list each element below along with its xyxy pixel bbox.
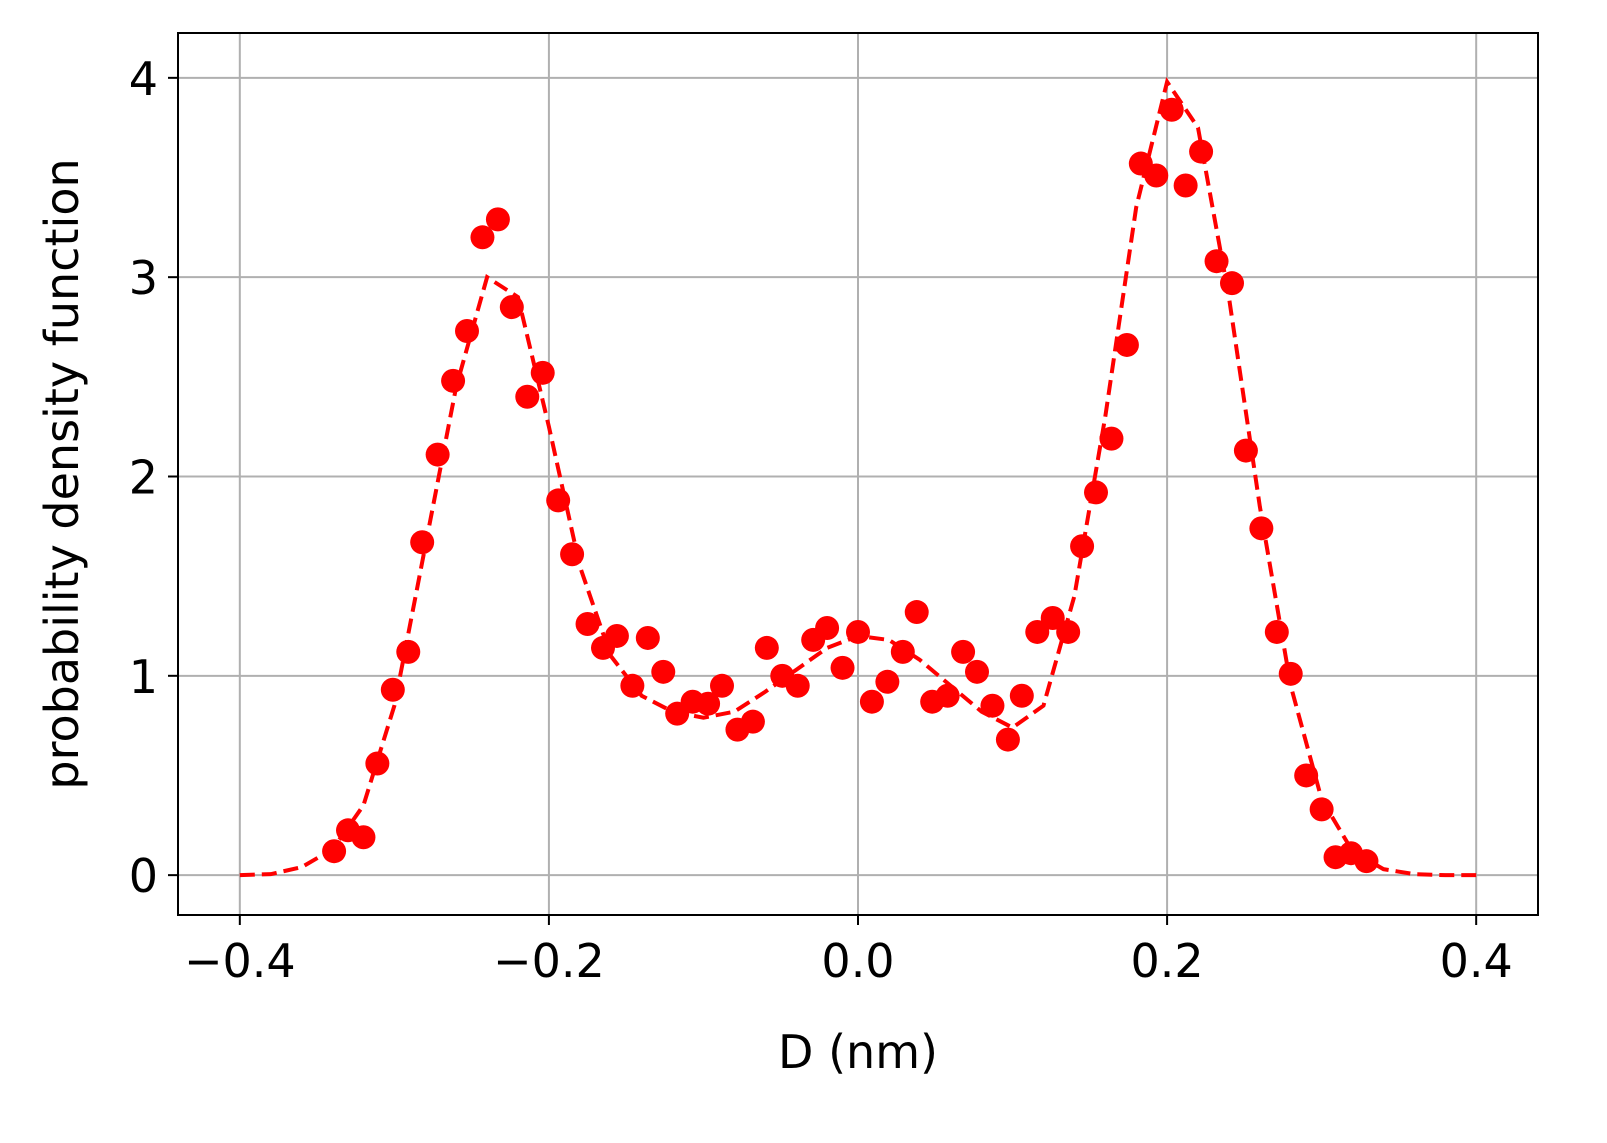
data-point — [859, 689, 884, 714]
data-point — [604, 623, 629, 648]
data-point — [322, 839, 347, 864]
data-point — [470, 225, 495, 250]
data-point — [935, 683, 960, 708]
y-tick-label: 1 — [129, 650, 158, 704]
data-point — [1159, 97, 1184, 122]
data-point — [1309, 797, 1334, 822]
data-point — [1189, 139, 1214, 164]
data-point — [575, 611, 600, 636]
data-point — [995, 727, 1020, 752]
data-point — [1354, 849, 1379, 874]
data-point — [696, 691, 721, 716]
data-point — [1173, 173, 1198, 198]
data-point — [1056, 619, 1081, 644]
data-point — [980, 693, 1005, 718]
y-tick-label: 0 — [129, 849, 158, 903]
data-point — [1084, 480, 1108, 505]
data-point — [1249, 516, 1274, 541]
data-point — [1294, 763, 1319, 788]
data-point — [740, 709, 765, 734]
data-point — [815, 615, 840, 640]
data-point — [530, 360, 555, 385]
data-point — [1114, 332, 1139, 357]
data-point — [441, 368, 466, 393]
data-point — [754, 635, 779, 660]
data-point — [875, 669, 900, 694]
data-point — [965, 659, 989, 684]
y-tick-label: 4 — [129, 52, 158, 106]
data-point — [785, 673, 810, 698]
data-point — [396, 639, 421, 664]
data-point — [1070, 534, 1095, 559]
x-tick-label: 0.0 — [821, 934, 894, 988]
x-tick-label: 0.4 — [1440, 934, 1513, 988]
data-point — [1278, 661, 1303, 686]
x-tick-label: −0.4 — [184, 934, 296, 988]
data-point — [410, 530, 435, 555]
data-point — [635, 625, 660, 650]
data-point — [904, 600, 929, 625]
data-point — [830, 655, 855, 680]
data-point — [455, 318, 479, 343]
data-point — [1204, 249, 1229, 274]
data-point — [620, 673, 645, 698]
data-point — [515, 384, 540, 409]
x-tick-label: −0.2 — [493, 934, 605, 988]
data-point — [485, 207, 510, 232]
y-tick-label: 3 — [129, 251, 158, 305]
data-point — [1099, 426, 1124, 451]
y-axis-label: probability density function — [35, 158, 89, 789]
x-axis-label: D (nm) — [778, 1025, 938, 1079]
data-point — [1264, 619, 1289, 644]
data-point — [846, 619, 870, 644]
data-point — [651, 659, 676, 684]
data-point — [380, 677, 405, 702]
data-point — [499, 295, 524, 320]
data-point — [951, 639, 976, 664]
data-point — [1233, 438, 1258, 463]
data-point — [365, 751, 390, 776]
data-point — [1144, 163, 1169, 188]
data-point — [425, 442, 450, 467]
x-tick-label: 0.2 — [1131, 934, 1204, 988]
y-tick-label: 2 — [129, 450, 158, 504]
data-point — [1025, 619, 1050, 644]
data-point — [1009, 683, 1034, 708]
data-point — [351, 825, 376, 850]
plot-frame — [177, 32, 1539, 916]
data-point — [890, 639, 915, 664]
data-point — [710, 673, 734, 698]
data-point — [546, 488, 571, 513]
data-point — [560, 542, 585, 567]
data-point — [1040, 606, 1065, 631]
data-point — [1220, 271, 1244, 296]
